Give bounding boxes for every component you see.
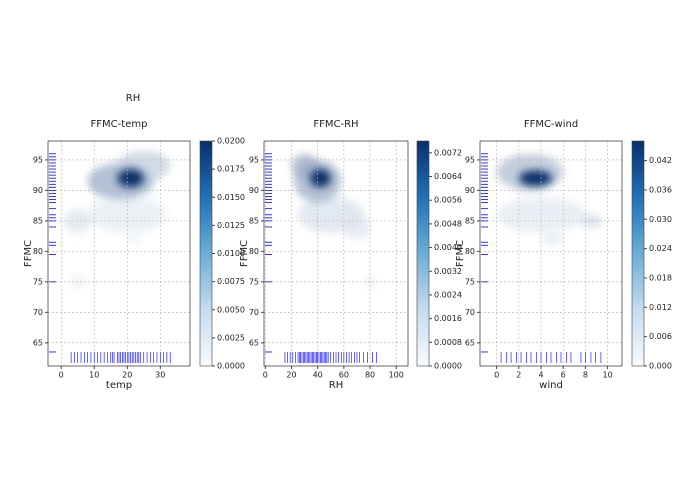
x-tick-label: 40 — [313, 371, 323, 380]
y-axis-label: FFMC — [455, 240, 466, 267]
suptitle: RH — [126, 93, 140, 104]
y-tick-label: 85 — [465, 216, 475, 225]
x-tick-label: 0 — [59, 371, 64, 380]
x-tick-label: 30 — [155, 371, 165, 380]
colorbar-tick-label: 0.036 — [649, 185, 672, 194]
chart-title: FFMC-RH — [313, 119, 358, 130]
x-tick-label: 100 — [389, 371, 404, 380]
colorbar-tick-label: 0.024 — [649, 244, 672, 253]
axes-frame — [479, 140, 623, 367]
colorbar-tick-label: 0.042 — [649, 156, 672, 165]
axes-frame — [263, 140, 409, 367]
colorbar — [199, 140, 213, 367]
density-blob — [343, 214, 371, 240]
y-tick-label: 80 — [33, 247, 43, 256]
plot-area — [480, 141, 622, 366]
x-tick-label: 2 — [516, 371, 521, 380]
x-tick-label: 60 — [339, 371, 349, 380]
colorbar-tick-label: 0.0056 — [434, 196, 462, 205]
colorbar-tick-label: 0.0075 — [217, 277, 245, 286]
colorbar-tick-label: 0.0000 — [434, 362, 462, 371]
x-axis-label: RH — [329, 380, 343, 391]
x-tick-label: 20 — [122, 371, 132, 380]
density-blob — [579, 214, 603, 227]
axes-frame — [47, 140, 191, 367]
colorbar-tick-label: 0.030 — [649, 215, 672, 224]
y-tick-label: 90 — [33, 186, 43, 195]
y-tick-label: 65 — [33, 338, 43, 347]
colorbar-tick-label: 0.0072 — [434, 148, 462, 157]
y-tick-label: 85 — [249, 216, 259, 225]
colorbar-tick-label: 0.0048 — [434, 219, 462, 228]
y-tick-label: 65 — [249, 338, 259, 347]
x-tick-label: 4 — [538, 371, 543, 380]
colorbar-tick-label: 0.0016 — [434, 314, 462, 323]
plot-area — [48, 141, 190, 366]
colorbar-tick-label: 0.018 — [649, 273, 672, 282]
y-tick-label: 75 — [33, 277, 43, 286]
colorbar-tick-label: 0.0050 — [217, 305, 245, 314]
colorbar-tick-label: 0.012 — [649, 303, 672, 312]
plot-area — [264, 141, 408, 366]
colorbar-tick-label: 0.0040 — [434, 243, 462, 252]
colorbar-tick-label: 0.0024 — [434, 290, 462, 299]
y-axis-label: FFMC — [23, 240, 34, 267]
x-tick-label: 10 — [602, 371, 612, 380]
x-tick-label: 8 — [583, 371, 588, 380]
x-tick-label: 20 — [286, 371, 296, 380]
colorbar — [631, 140, 645, 367]
density-blob — [309, 169, 331, 188]
density-blob — [541, 234, 564, 245]
x-tick-label: 6 — [561, 371, 566, 380]
y-tick-label: 80 — [465, 247, 475, 256]
y-tick-label: 65 — [465, 338, 475, 347]
chart-title: FFMC-wind — [524, 119, 578, 130]
colorbar-tick-label: 0.0032 — [434, 267, 462, 276]
y-tick-label: 75 — [249, 277, 259, 286]
density-blob — [127, 233, 141, 246]
colorbar-tick-label: 0.000 — [649, 362, 672, 371]
y-tick-label: 70 — [465, 308, 475, 317]
x-tick-label: 80 — [365, 371, 375, 380]
y-tick-label: 70 — [249, 308, 259, 317]
colorbar-tick-label: 0.0000 — [217, 362, 245, 371]
x-axis-label: temp — [106, 380, 132, 391]
x-axis-label: wind — [539, 380, 563, 391]
y-axis-label: FFMC — [239, 240, 250, 267]
colorbar-tick-label: 0.0064 — [434, 172, 462, 181]
density-blob — [291, 153, 318, 179]
density-blob — [117, 169, 144, 188]
y-tick-label: 75 — [465, 277, 475, 286]
colorbar-tick-label: 0.0175 — [217, 165, 245, 174]
y-tick-label: 95 — [33, 155, 43, 164]
y-tick-label: 90 — [465, 186, 475, 195]
y-tick-label: 80 — [249, 247, 259, 256]
colorbar-tick-label: 0.0100 — [217, 249, 245, 258]
colorbar — [416, 140, 430, 367]
x-tick-label: 10 — [89, 371, 99, 380]
x-tick-label: 0 — [263, 371, 268, 380]
colorbar-tick-label: 0.006 — [649, 332, 672, 341]
colorbar-tick-label: 0.0008 — [434, 338, 462, 347]
y-tick-label: 95 — [465, 155, 475, 164]
y-tick-label: 90 — [249, 186, 259, 195]
x-tick-label: 0 — [494, 371, 499, 380]
colorbar-tick-label: 0.0125 — [217, 221, 245, 230]
chart-title: FFMC-temp — [91, 119, 148, 130]
y-tick-label: 95 — [249, 155, 259, 164]
colorbar-tick-label: 0.0150 — [217, 193, 245, 202]
y-tick-label: 85 — [33, 216, 43, 225]
y-tick-label: 70 — [33, 308, 43, 317]
colorbar-tick-label: 0.0025 — [217, 333, 245, 342]
density-blob — [518, 170, 553, 187]
colorbar-tick-label: 0.0200 — [217, 137, 245, 146]
